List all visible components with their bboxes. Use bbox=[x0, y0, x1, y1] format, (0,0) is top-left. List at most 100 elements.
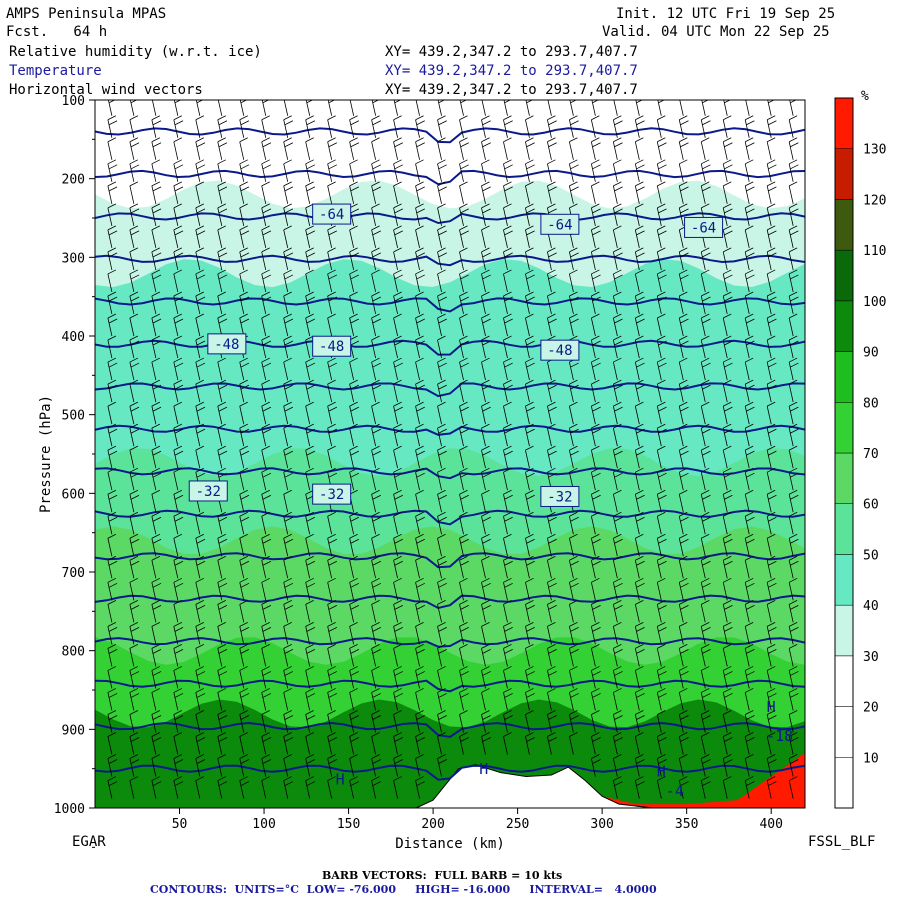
wind-barb bbox=[283, 313, 294, 337]
wind-barb bbox=[788, 710, 798, 733]
wind-barb bbox=[766, 357, 777, 381]
wind-barb bbox=[700, 710, 711, 733]
wind-barb bbox=[678, 335, 689, 359]
wind-barb bbox=[744, 710, 755, 733]
contour-label-text: -48 bbox=[319, 339, 344, 355]
wind-barb bbox=[173, 247, 184, 271]
contour-label-box bbox=[540, 485, 580, 507]
wind-barb bbox=[788, 776, 798, 799]
wind-barb bbox=[217, 644, 228, 667]
wind-barb bbox=[327, 137, 338, 160]
wind-barb bbox=[173, 159, 184, 182]
wind-barb bbox=[327, 225, 338, 248]
wind-barb bbox=[239, 467, 248, 491]
wind-barb bbox=[217, 555, 226, 579]
wind-barb bbox=[305, 379, 316, 403]
wind-barb bbox=[656, 776, 666, 799]
colorbar-bin bbox=[834, 402, 854, 454]
wind-barb bbox=[151, 754, 161, 777]
wind-barb bbox=[634, 688, 645, 711]
wind-barb bbox=[305, 599, 314, 623]
wind-barb bbox=[217, 732, 228, 755]
wind-barb bbox=[569, 732, 578, 755]
xy-line-1: XY= 439.2,347.2 to 293.7,407.7 bbox=[385, 44, 638, 60]
wind-barb bbox=[700, 511, 711, 535]
wind-barb bbox=[393, 335, 403, 359]
wind-barb bbox=[634, 445, 645, 469]
wind-barb bbox=[349, 247, 360, 271]
wind-barb bbox=[788, 489, 799, 513]
wind-barb bbox=[173, 533, 183, 557]
wind-barb bbox=[569, 622, 579, 645]
wind-barb bbox=[261, 401, 272, 425]
colorbar-bin bbox=[834, 452, 854, 504]
wind-barb bbox=[679, 100, 684, 116]
wind-barb bbox=[744, 401, 755, 425]
wind-barb bbox=[656, 115, 666, 138]
wind-barb bbox=[151, 467, 162, 491]
wind-barb bbox=[327, 776, 336, 799]
wind-barb bbox=[437, 115, 447, 138]
wind-barb bbox=[195, 710, 204, 733]
wind-barb bbox=[766, 313, 777, 337]
wind-barb bbox=[722, 555, 733, 579]
wind-barb bbox=[283, 269, 294, 293]
wind-barb bbox=[151, 622, 161, 645]
contour-label-text: -48 bbox=[214, 337, 239, 353]
wind-barb bbox=[305, 533, 314, 557]
wind-barb bbox=[327, 688, 338, 711]
wind-barb bbox=[415, 225, 424, 248]
wind-barb bbox=[217, 225, 226, 248]
wind-barb bbox=[371, 688, 381, 711]
wind-barb bbox=[195, 247, 204, 271]
wind-barb bbox=[656, 754, 667, 777]
wind-barb bbox=[151, 577, 162, 601]
wind-barb bbox=[217, 159, 226, 182]
wind-barb bbox=[459, 313, 468, 337]
wind-barb bbox=[612, 489, 622, 513]
wind-barb bbox=[195, 379, 204, 403]
colorbar-unit: % bbox=[861, 89, 869, 104]
wind-barb bbox=[393, 357, 403, 381]
wind-barb bbox=[107, 203, 117, 226]
wind-barb bbox=[327, 710, 336, 733]
wind-barb bbox=[261, 776, 270, 799]
wind-barb bbox=[766, 269, 776, 293]
wind-barb bbox=[788, 401, 799, 425]
wind-barb bbox=[459, 247, 468, 271]
wind-barb bbox=[766, 599, 776, 623]
wind-barb bbox=[173, 313, 184, 337]
colorbar-tick-label: 90 bbox=[863, 346, 879, 361]
wind-barb bbox=[634, 710, 645, 733]
wind-barb bbox=[261, 423, 272, 447]
right-station-label: FSSL_BLF bbox=[808, 834, 876, 850]
wind-barb bbox=[437, 269, 446, 293]
wind-barb bbox=[722, 776, 732, 799]
wind-barb bbox=[415, 269, 425, 293]
wind-barb bbox=[590, 732, 601, 755]
wind-barb bbox=[722, 533, 733, 557]
wind-barb bbox=[503, 732, 512, 755]
wind-barb bbox=[239, 644, 250, 667]
wind-barb bbox=[503, 335, 512, 359]
wind-barb bbox=[173, 776, 184, 799]
wind-barb bbox=[393, 203, 403, 226]
wind-barb bbox=[129, 511, 139, 535]
wind-barb bbox=[612, 533, 623, 557]
wind-barb bbox=[634, 269, 644, 293]
wind-barb bbox=[678, 555, 688, 579]
wind-barb bbox=[766, 622, 777, 645]
y-tick-label: 200 bbox=[62, 173, 85, 188]
wind-barb bbox=[305, 776, 316, 799]
wind-barb bbox=[722, 137, 733, 160]
wind-barb bbox=[327, 732, 338, 755]
wind-barb bbox=[591, 100, 599, 116]
wind-barb bbox=[503, 269, 512, 293]
wind-barb bbox=[327, 666, 338, 689]
wind-barb bbox=[393, 599, 403, 623]
wind-barb bbox=[481, 511, 491, 535]
wind-barb bbox=[745, 100, 750, 116]
wind-barb bbox=[107, 100, 116, 116]
wind-barb bbox=[173, 379, 184, 403]
wind-barb bbox=[239, 225, 250, 248]
